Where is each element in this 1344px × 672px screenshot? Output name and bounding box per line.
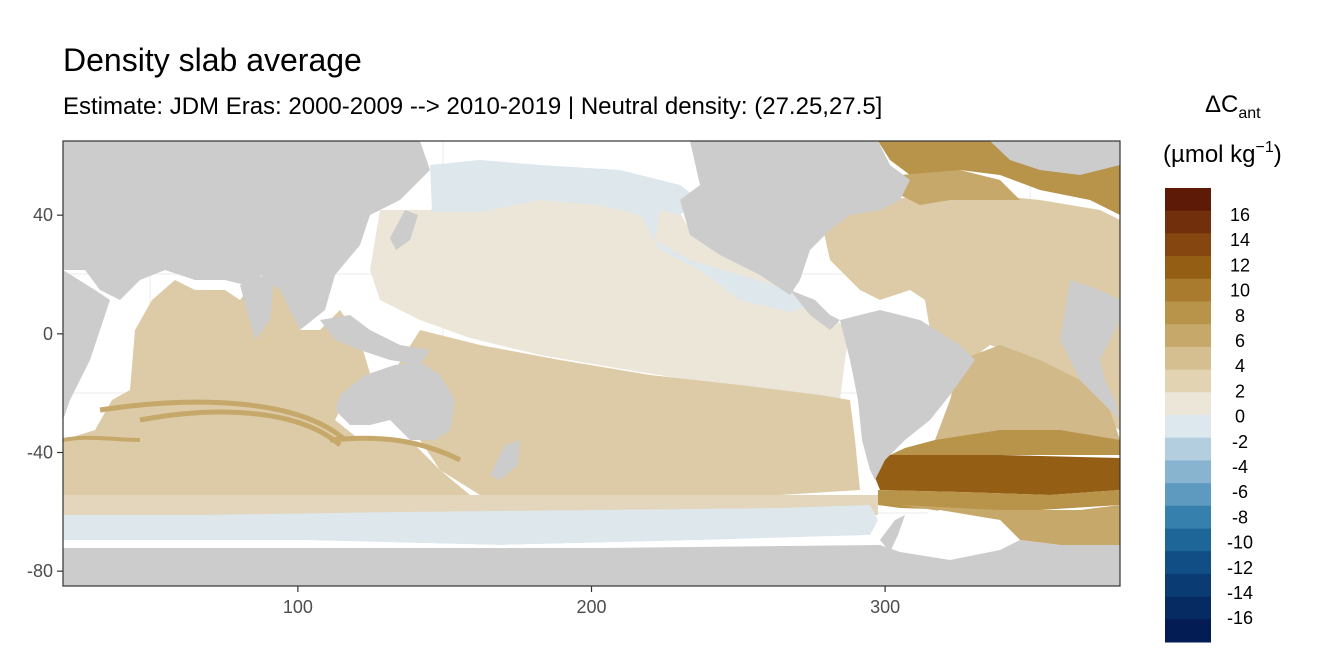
legend-label: 10 bbox=[1230, 281, 1250, 301]
legend-color-swatch bbox=[1165, 301, 1211, 325]
x-tick-label: 300 bbox=[870, 597, 900, 617]
legend-label: 4 bbox=[1235, 356, 1245, 376]
legend-label: 0 bbox=[1235, 407, 1245, 427]
japan-land bbox=[390, 210, 418, 250]
land-masses bbox=[63, 141, 1120, 586]
north-atlantic-region bbox=[820, 195, 1120, 430]
y-tick-label: -80 bbox=[27, 561, 53, 581]
legend-color-swatch bbox=[1165, 460, 1211, 484]
legend-label: -10 bbox=[1227, 533, 1253, 553]
legend-color-swatch bbox=[1165, 551, 1211, 575]
legend-colorbar bbox=[1165, 188, 1211, 643]
legend-label: 2 bbox=[1235, 381, 1245, 401]
legend-label: -4 bbox=[1232, 457, 1248, 477]
south-atlantic-lower-region bbox=[878, 490, 1120, 510]
map-title: Density slab average bbox=[63, 42, 362, 78]
legend-label: -6 bbox=[1232, 482, 1248, 502]
y-tick-label: -40 bbox=[27, 443, 53, 463]
australia-land bbox=[335, 362, 455, 440]
legend-label: 8 bbox=[1235, 306, 1245, 326]
southeast-asia-land bbox=[320, 315, 430, 365]
legend-color-swatch bbox=[1165, 233, 1211, 257]
legend-color-swatch bbox=[1165, 437, 1211, 461]
south-america-land bbox=[840, 310, 975, 480]
north-pacific-negative-region bbox=[430, 160, 815, 312]
south-indian-current-streaks bbox=[99, 399, 462, 463]
legend-label: -8 bbox=[1232, 507, 1248, 527]
south-indian-front-band bbox=[63, 435, 141, 442]
south-atlantic-mid-region bbox=[890, 430, 1120, 455]
weddell-sea-region bbox=[900, 505, 1120, 545]
legend-color-swatch bbox=[1165, 210, 1211, 234]
legend-color-swatch bbox=[1165, 505, 1211, 529]
greenland-land bbox=[990, 141, 1120, 175]
legend-label: -16 bbox=[1227, 608, 1253, 628]
legend-color-swatch bbox=[1165, 278, 1211, 302]
legend-label: -14 bbox=[1227, 583, 1253, 603]
central-america-land bbox=[790, 290, 840, 330]
legend-color-swatch bbox=[1165, 188, 1211, 212]
legend-color-swatch bbox=[1165, 415, 1211, 439]
y-tick-label: 40 bbox=[33, 205, 53, 225]
legend-color-swatch bbox=[1165, 392, 1211, 416]
north-pacific-region bbox=[370, 170, 850, 400]
legend: ΔCant (µmol kg−1) 16 14 12 10 8 6 4 2 0 -2 -4 -6 -8 -… bbox=[1163, 91, 1282, 643]
legend-label: 14 bbox=[1230, 230, 1250, 250]
legend-color-swatch bbox=[1165, 256, 1211, 280]
antarctic-peninsula-land bbox=[880, 515, 905, 552]
map-panel bbox=[63, 141, 1120, 586]
legend-color-swatch bbox=[1165, 324, 1211, 348]
india-land bbox=[240, 270, 275, 340]
x-axis: 100 200 300 bbox=[283, 586, 900, 617]
x-tick-label: 100 bbox=[283, 597, 313, 617]
southern-ocean-blue-band bbox=[63, 505, 878, 545]
antarctic-no-data-region bbox=[63, 510, 1020, 560]
legend-unit: (µmol kg−1) bbox=[1163, 139, 1282, 168]
legend-color-swatch bbox=[1165, 619, 1211, 643]
legend-label: -12 bbox=[1227, 558, 1253, 578]
new-zealand-land bbox=[490, 440, 520, 480]
y-axis: 40 0 -40 -80 bbox=[27, 205, 63, 581]
legend-color-swatch bbox=[1165, 369, 1211, 393]
south-atlantic-core-region bbox=[872, 455, 1120, 495]
y-tick-label: 0 bbox=[43, 324, 53, 344]
north-america-land bbox=[680, 141, 910, 295]
legend-label: 12 bbox=[1230, 255, 1250, 275]
legend-label: 6 bbox=[1235, 331, 1245, 351]
legend-label: -2 bbox=[1232, 432, 1248, 452]
x-tick-label: 200 bbox=[576, 597, 606, 617]
legend-color-swatch bbox=[1165, 528, 1211, 552]
labrador-sea-region bbox=[900, 170, 1020, 205]
south-atlantic-upper-region bbox=[935, 345, 1120, 440]
indian-ocean-region bbox=[63, 270, 470, 500]
legend-title: ΔCant bbox=[1205, 91, 1261, 122]
africa-land bbox=[1060, 280, 1120, 420]
legend-color-swatch bbox=[1165, 573, 1211, 598]
legend-labels: 16 14 12 10 8 6 4 2 0 -2 -4 -6 -8 -10 -12 -14 -16 bbox=[1227, 205, 1253, 628]
map-subtitle: Estimate: JDM Eras: 2000-2009 --> 2010-2… bbox=[63, 93, 883, 120]
eurasia-land bbox=[63, 141, 430, 330]
legend-color-swatch bbox=[1165, 596, 1211, 620]
legend-label: 16 bbox=[1230, 205, 1250, 225]
legend-color-swatch bbox=[1165, 483, 1211, 507]
antarctica-land bbox=[63, 540, 1120, 586]
east-africa-land bbox=[63, 270, 110, 420]
legend-color-swatch bbox=[1165, 346, 1211, 371]
